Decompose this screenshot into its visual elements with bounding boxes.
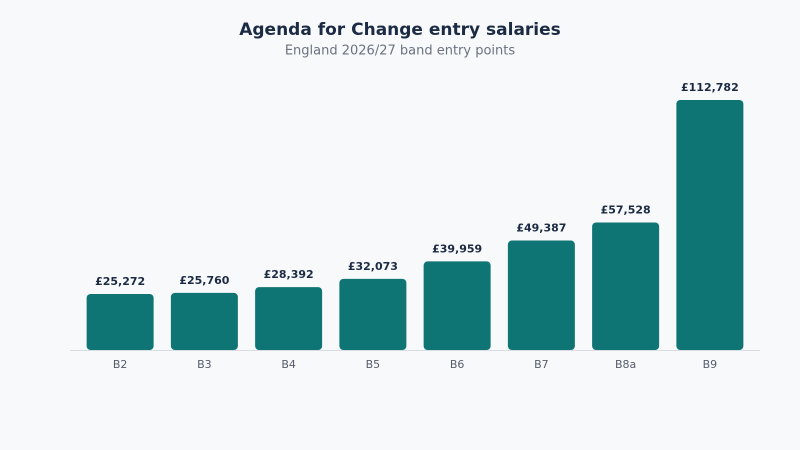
- x-tick-label: B8a: [615, 358, 636, 371]
- bar: [170, 292, 238, 350]
- x-tick-label: B2: [113, 358, 128, 371]
- bar: [86, 293, 154, 350]
- bar: [423, 261, 491, 350]
- bar: [339, 278, 407, 350]
- bar: [255, 287, 323, 350]
- bar: [676, 100, 744, 350]
- chart-title: Agenda for Change entry salaries: [239, 20, 561, 40]
- value-label: £28,392: [264, 268, 314, 281]
- x-tick-label: B9: [703, 358, 718, 371]
- value-label: £25,760: [179, 274, 229, 287]
- bar: [592, 222, 660, 350]
- bar: [507, 240, 575, 350]
- value-label: £112,782: [681, 81, 739, 94]
- x-tick-label: B6: [450, 358, 465, 371]
- x-tick-label: B5: [366, 358, 381, 371]
- value-label: £57,528: [601, 203, 651, 216]
- chart-subtitle: England 2026/27 band entry points: [285, 44, 516, 59]
- x-tick-label: B4: [281, 358, 296, 371]
- x-tick-label: B7: [534, 358, 549, 371]
- x-tick-label: B3: [197, 358, 212, 371]
- value-label: £32,073: [348, 260, 398, 273]
- value-label: £49,387: [516, 222, 566, 235]
- value-label: £25,272: [95, 275, 145, 288]
- value-label: £39,959: [432, 242, 482, 255]
